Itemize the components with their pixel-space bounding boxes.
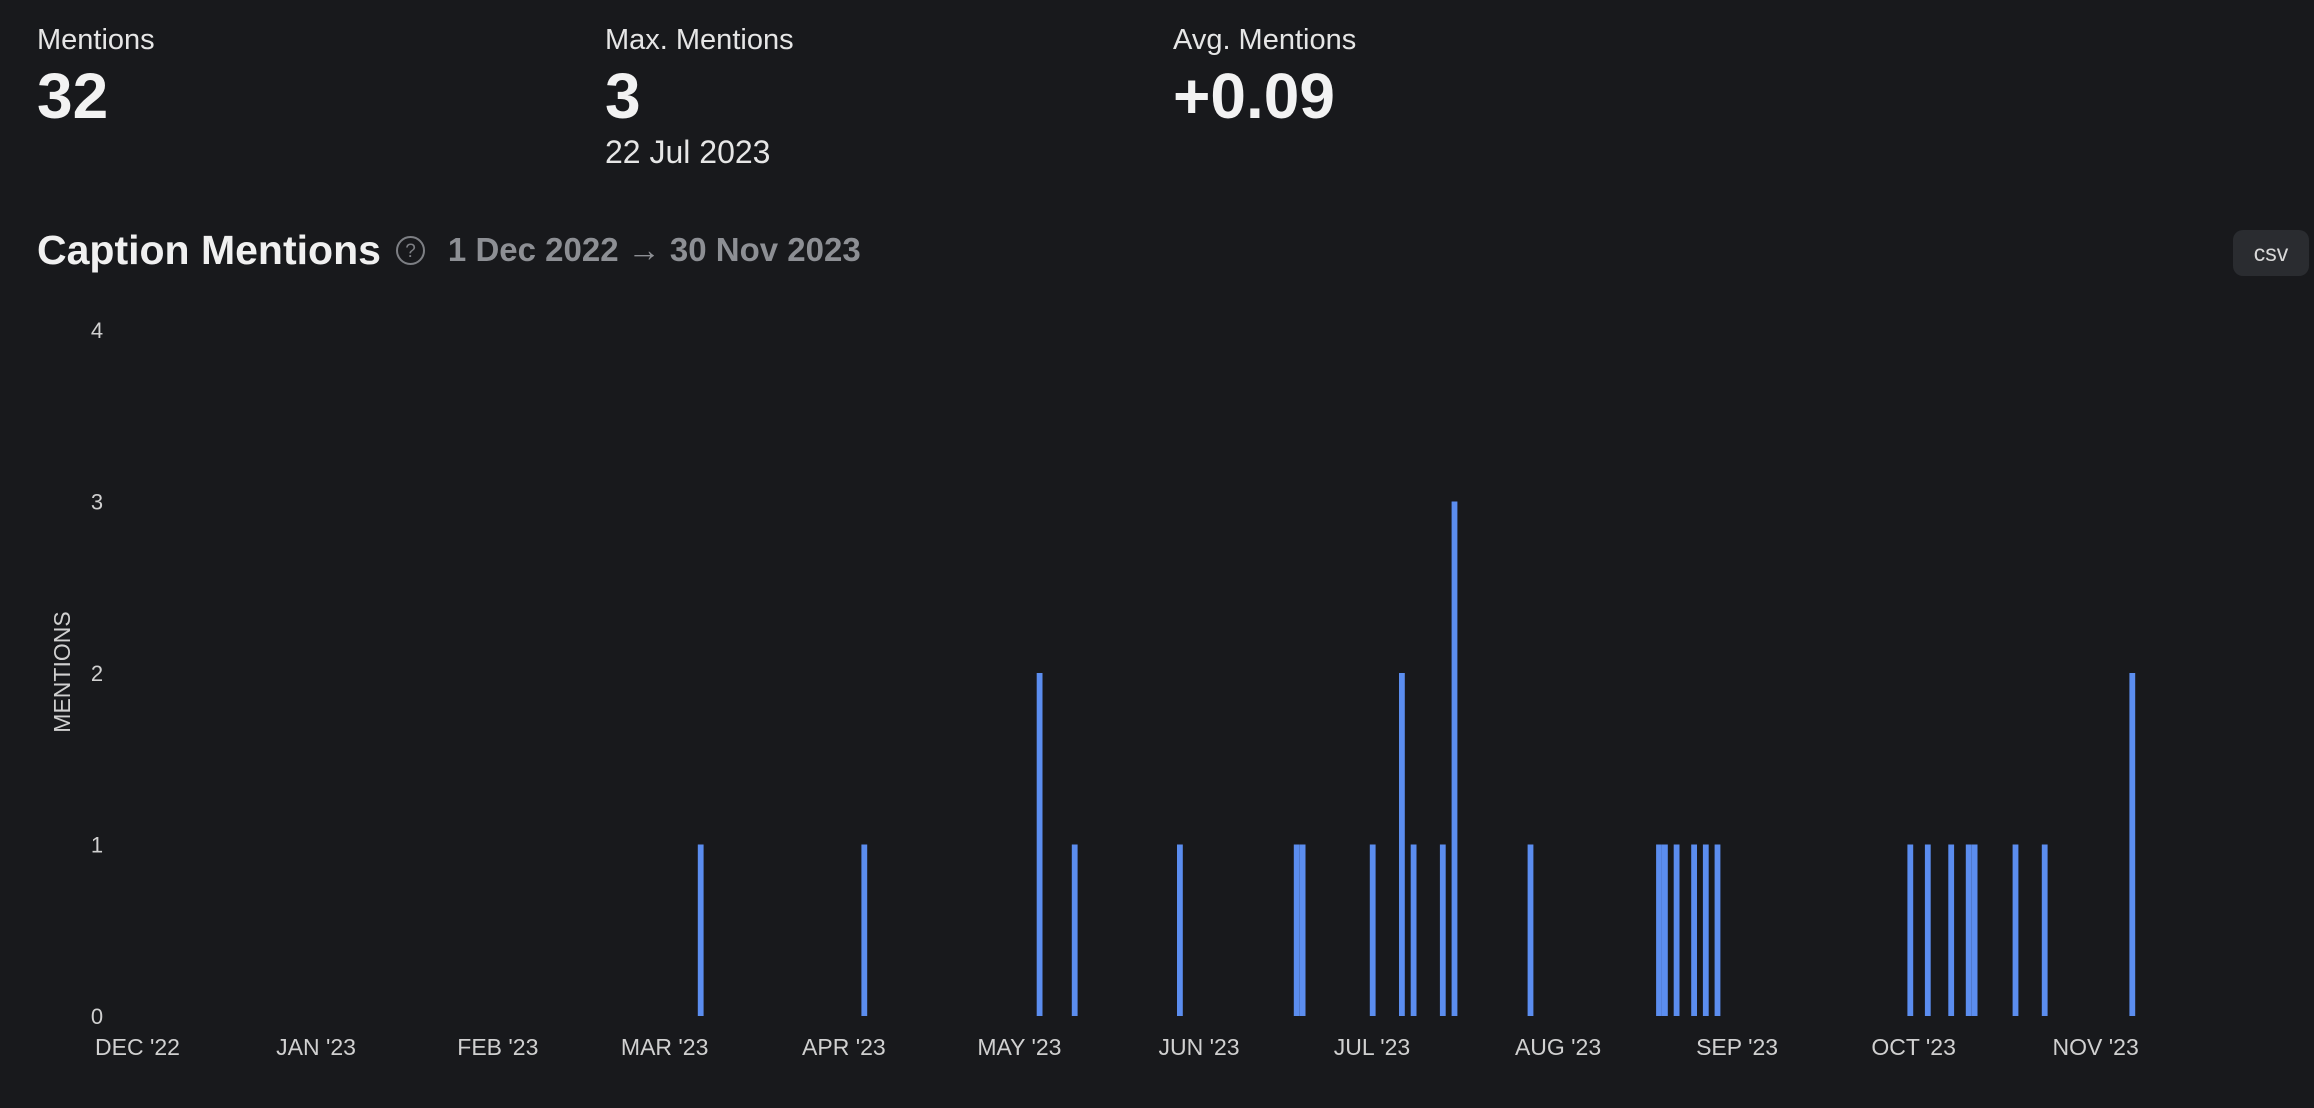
stat-mentions: Mentions 32 [37, 20, 155, 130]
bar[interactable] [1451, 501, 1458, 1017]
bar[interactable] [1656, 844, 1662, 1017]
x-tick-label: JAN '23 [276, 1034, 356, 1060]
x-tick-label: MAY '23 [977, 1034, 1061, 1060]
chart-title: Caption Mentions [37, 226, 381, 273]
bar[interactable] [1673, 844, 1680, 1017]
bar[interactable] [861, 844, 868, 1017]
bar[interactable] [1399, 673, 1405, 1016]
stat-label: Avg. Mentions [1173, 24, 1357, 56]
x-tick-label: JUN '23 [1159, 1034, 1240, 1060]
stat-max-mentions: Max. Mentions 3 22 Jul 2023 [605, 20, 794, 172]
x-tick-label: DEC '22 [95, 1034, 180, 1060]
bar[interactable] [1948, 844, 1955, 1017]
bar[interactable] [2129, 673, 2136, 1016]
y-tick-label: 4 [91, 318, 103, 343]
x-tick-label: NOV '23 [2053, 1034, 2139, 1060]
stat-avg-mentions: Avg. Mentions +0.09 [1173, 20, 1356, 130]
bars [697, 501, 2136, 1017]
x-tick-label: APR '23 [802, 1034, 886, 1060]
chart-header: Caption Mentions ? 1 Dec 2022 → 30 Nov 2… [37, 218, 861, 282]
y-tick-label: 1 [91, 833, 103, 858]
date-range: 1 Dec 2022 → 30 Nov 2023 [447, 231, 861, 268]
bar[interactable] [1714, 844, 1721, 1017]
bar[interactable] [1299, 844, 1306, 1017]
bar[interactable] [1691, 844, 1697, 1017]
bar[interactable] [1924, 844, 1931, 1017]
x-tick-label: MAR '23 [621, 1034, 708, 1060]
bar[interactable] [1177, 844, 1183, 1017]
bar[interactable] [1965, 844, 1972, 1017]
stat-value: 3 [605, 60, 641, 132]
stat-label: Mentions [37, 24, 155, 56]
bar[interactable] [1527, 844, 1534, 1017]
bar[interactable] [2041, 844, 2048, 1017]
bar[interactable] [1293, 844, 1300, 1017]
y-axis-title: MENTIONS [49, 611, 75, 732]
bar[interactable] [1907, 844, 1914, 1017]
question-circle-icon[interactable]: ? [395, 235, 426, 266]
y-axis-ticks: 0 1 2 3 4 [91, 318, 103, 1029]
bar[interactable] [697, 844, 704, 1017]
x-tick-label: JUL '23 [1334, 1034, 1410, 1060]
stat-sub-date: 22 Jul 2023 [605, 134, 771, 170]
bar[interactable] [2012, 844, 2019, 1017]
svg-text:?: ? [405, 241, 416, 262]
bar[interactable] [1662, 844, 1668, 1017]
bar[interactable] [1702, 844, 1709, 1017]
y-tick-label: 0 [91, 1004, 103, 1029]
x-tick-label: FEB '23 [457, 1034, 538, 1060]
x-tick-label: AUG '23 [1515, 1034, 1601, 1060]
bar[interactable] [1439, 844, 1446, 1017]
y-tick-label: 3 [91, 490, 103, 515]
x-tick-label: SEP '23 [1696, 1034, 1778, 1060]
x-tick-label: OCT '23 [1871, 1034, 1956, 1060]
bar[interactable] [1036, 673, 1043, 1016]
bar[interactable] [1369, 844, 1376, 1017]
mentions-bar-chart: MENTIONS 0 1 2 3 4 DEC '22 JAN '23 FEB '23 MAR … [49, 318, 2139, 1060]
bar[interactable] [1071, 844, 1078, 1017]
stat-value: +0.09 [1173, 60, 1335, 132]
bar[interactable] [1410, 844, 1417, 1017]
x-axis-ticks: DEC '22 JAN '23 FEB '23 MAR '23 APR '23 MAY '… [95, 1034, 2139, 1060]
stat-value: 32 [37, 60, 109, 132]
bar[interactable] [1971, 844, 1978, 1017]
csv-download-button[interactable]: csv [2233, 230, 2309, 276]
y-axis-title-group: MENTIONS [49, 611, 75, 732]
y-tick-label: 2 [91, 661, 103, 686]
stat-label: Max. Mentions [605, 24, 794, 56]
